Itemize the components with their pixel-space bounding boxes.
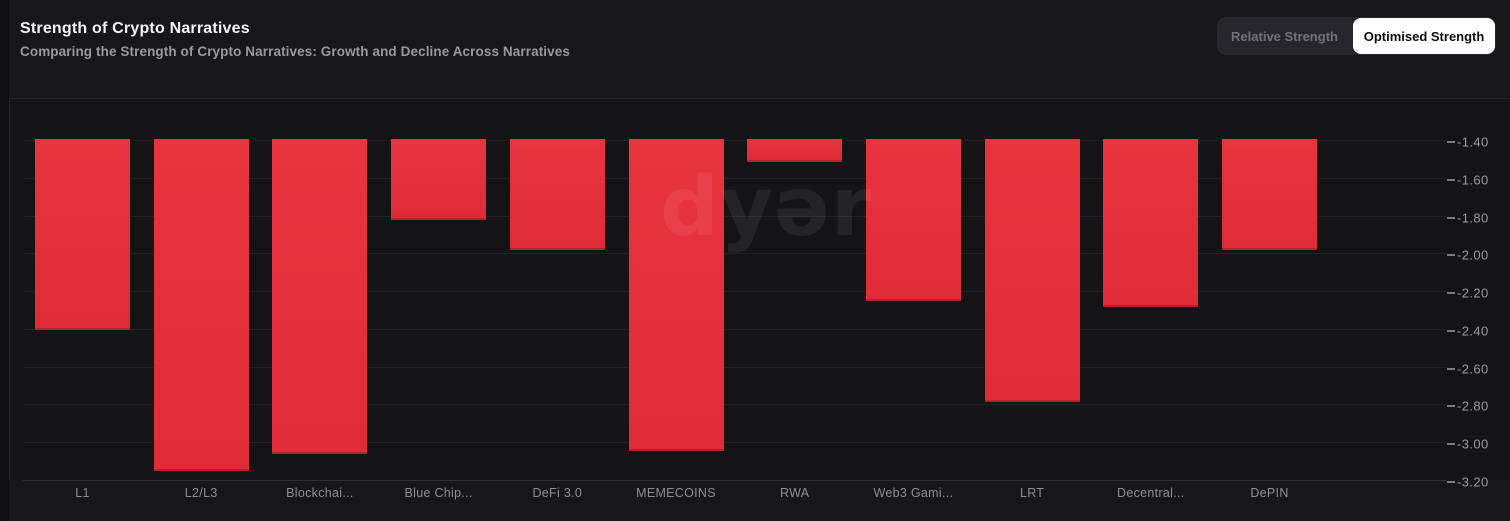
bar-l2-l3[interactable] bbox=[153, 139, 249, 472]
bar-blockchai[interactable] bbox=[272, 139, 368, 455]
y-axis-tick bbox=[1447, 216, 1455, 219]
x-axis-label: DePIN bbox=[1250, 486, 1289, 500]
x-axis-label: DeFi 3.0 bbox=[532, 486, 583, 500]
y-axis-label: -1.80 bbox=[1457, 210, 1489, 226]
x-axis-label: LRT bbox=[1019, 486, 1045, 500]
page-title: Strength of Crypto Narratives bbox=[20, 20, 250, 37]
gridline bbox=[23, 366, 1447, 368]
y-axis-label: -3.00 bbox=[1457, 436, 1489, 452]
bar-lrt[interactable] bbox=[984, 139, 1080, 402]
x-axis-label: Blue Chip... bbox=[404, 486, 473, 500]
gridline bbox=[23, 291, 1447, 293]
gridline bbox=[23, 140, 1447, 141]
y-axis-label: -2.20 bbox=[1457, 285, 1489, 301]
y-axis-tick bbox=[1447, 481, 1455, 483]
x-axis-label: L2/L3 bbox=[184, 486, 218, 500]
x-axis-label: Blockchai... bbox=[286, 486, 354, 500]
x-axis-label: Decentral... bbox=[1117, 486, 1185, 500]
y-axis-tick bbox=[1447, 141, 1455, 143]
y-axis-tick bbox=[1447, 443, 1455, 446]
gridline bbox=[23, 480, 1447, 481]
y-axis-tick bbox=[1447, 405, 1455, 408]
y-axis-tick bbox=[1447, 329, 1455, 332]
gridline bbox=[23, 328, 1447, 330]
toggle-optimised-strength[interactable]: Optimised Strength bbox=[1353, 18, 1495, 54]
x-axis-strip bbox=[9, 480, 1510, 521]
header-divider bbox=[9, 98, 1510, 99]
y-axis-label: -3.20 bbox=[1457, 474, 1489, 490]
bar-blue-chip[interactable] bbox=[391, 139, 487, 221]
x-axis-label: Web3 Gami... bbox=[873, 486, 954, 500]
bar-depin[interactable] bbox=[1222, 139, 1317, 251]
bar-memecoins[interactable] bbox=[628, 139, 724, 451]
y-axis-label: -1.40 bbox=[1457, 134, 1489, 150]
bar-rwa[interactable] bbox=[747, 139, 843, 162]
y-axis-tick bbox=[1447, 367, 1455, 370]
y-axis-label: -2.40 bbox=[1457, 323, 1489, 339]
y-axis-label: -1.60 bbox=[1457, 172, 1489, 188]
y-axis-label: -2.60 bbox=[1457, 361, 1489, 377]
x-axis-label: L1 bbox=[75, 486, 90, 500]
gridline bbox=[23, 253, 1447, 255]
x-axis-label: RWA bbox=[780, 486, 810, 500]
bar-l1[interactable] bbox=[35, 139, 130, 330]
page-subtitle: Comparing the Strength of Crypto Narrati… bbox=[20, 44, 570, 59]
y-axis-tick bbox=[1447, 254, 1455, 257]
strength-mode-toggle[interactable]: Relative Strength Optimised Strength bbox=[1217, 17, 1496, 55]
y-axis-label: -2.80 bbox=[1457, 398, 1489, 414]
bar-decentral[interactable] bbox=[1103, 139, 1199, 308]
y-axis-tick bbox=[1447, 292, 1455, 295]
bar-defi-3-0[interactable] bbox=[509, 139, 605, 251]
y-axis-tick bbox=[1447, 178, 1455, 181]
bar-web3-gami[interactable] bbox=[865, 139, 961, 302]
gridline bbox=[23, 215, 1447, 217]
gridline bbox=[23, 442, 1447, 444]
x-axis-label: MEMECOINS bbox=[636, 486, 716, 500]
left-gutter bbox=[0, 0, 9, 521]
y-axis-label: -2.00 bbox=[1457, 247, 1489, 263]
chart-header: Strength of Crypto Narratives Comparing … bbox=[9, 0, 1510, 98]
gridline bbox=[23, 404, 1447, 406]
toggle-relative-strength[interactable]: Relative Strength bbox=[1217, 17, 1352, 55]
gridline bbox=[23, 177, 1447, 179]
panel-left-border bbox=[9, 6, 10, 509]
